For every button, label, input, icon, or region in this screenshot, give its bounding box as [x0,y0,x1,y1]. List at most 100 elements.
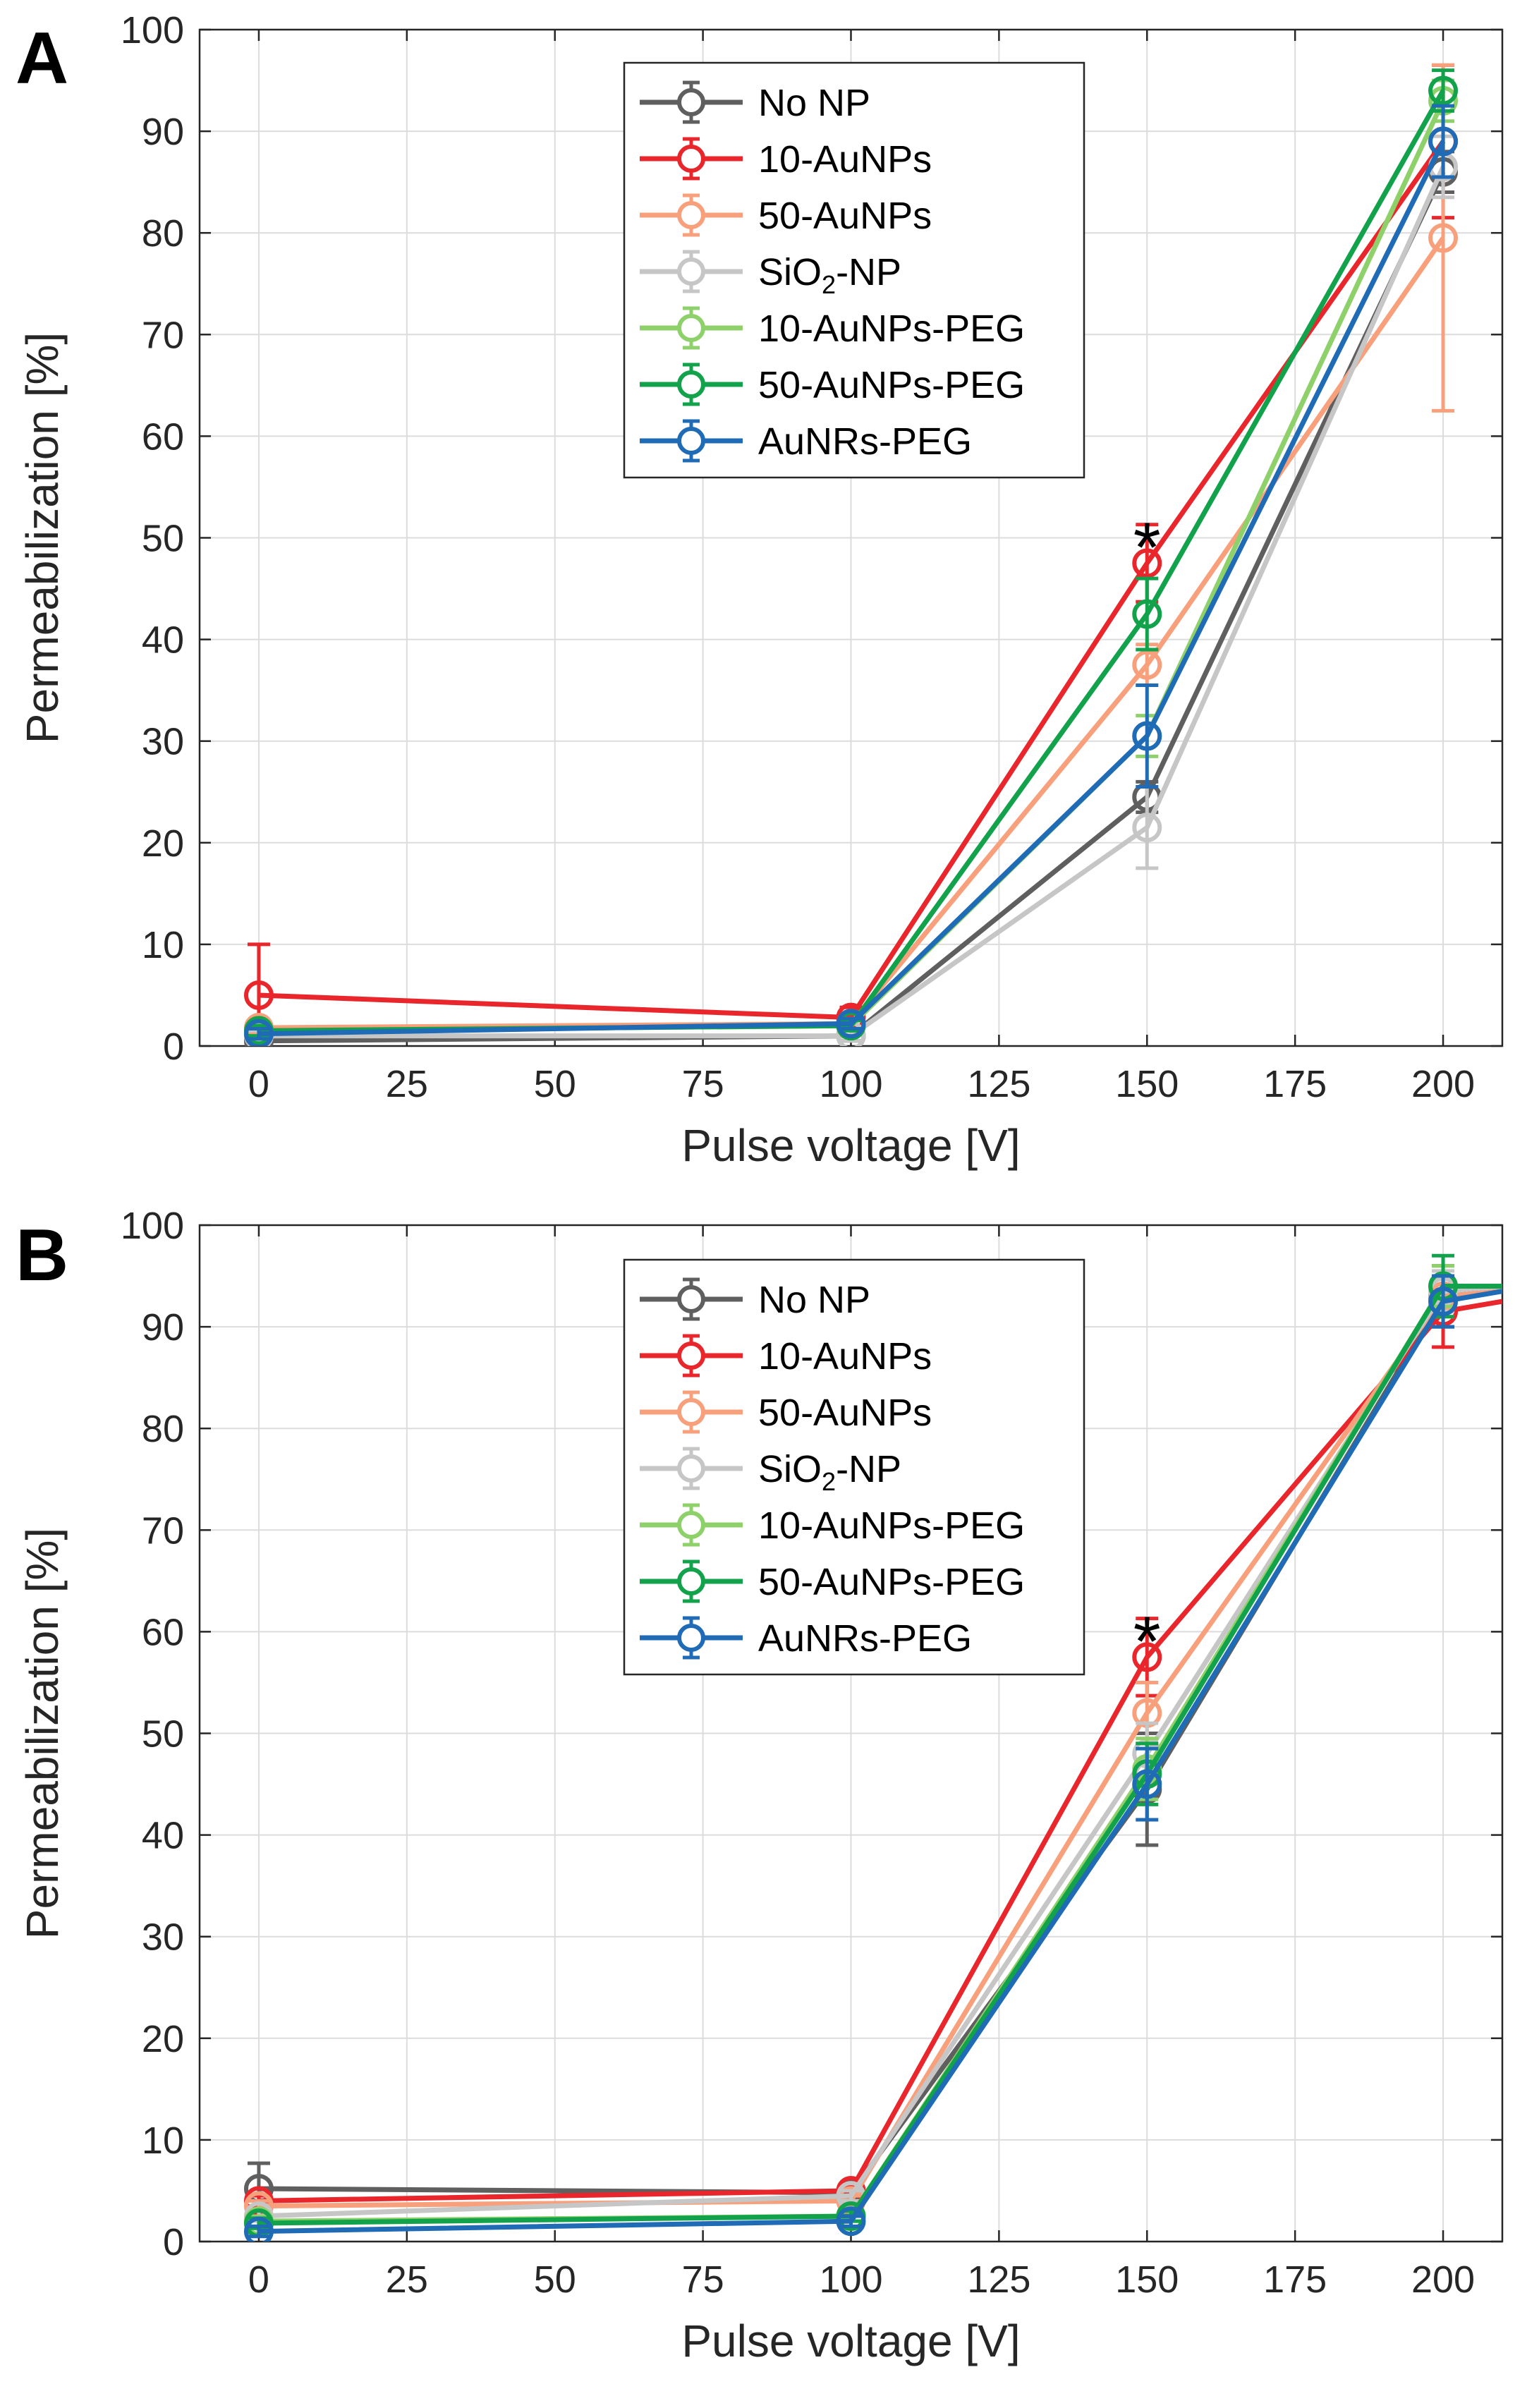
chart-panel-b: 0 10 20 30 40 50 60 70 80 90 100 0 25 50 75 100 125 150 17… [16,1205,1504,2366]
x-tick-label: 125 [967,2258,1030,2301]
legend-item: SiO2-NP [640,1447,901,1496]
legend-item: AuNRs-PEG [640,1616,972,1660]
legend-item: 50-AuNPs-PEG [640,363,1025,406]
legend-marker [677,1398,705,1426]
legend-label: AuNRs-PEG [758,1617,972,1660]
data-point [1132,1769,1162,1799]
legend-label: 10-AuNPs [758,138,932,181]
series-line [258,166,1446,1039]
legend-label: 50-AuNPs [758,195,932,237]
data-point [1132,650,1162,680]
data-point [1428,223,1459,253]
series-aunrs-peg [243,1274,1502,2242]
data-point [1132,813,1162,843]
y-axis-label: Permeabilization [%] [17,332,68,743]
data-point [1132,548,1162,578]
legend-marker [677,1624,705,1652]
x-tick-label: 100 [819,1063,882,1105]
legend-marker [677,314,705,342]
significance-star: * [1133,1602,1161,1681]
y-tick-label: 100 [121,9,184,51]
y-tick-label: 50 [142,518,184,560]
panel-label: A [16,18,68,99]
chart-panel-a: 0 10 20 30 40 50 60 70 80 90 100 0 25 50 75 100 125 150 17… [16,9,1504,1171]
legend-label: 10-AuNPs-PEG [758,1504,1025,1547]
y-axis-label: Permeabilization [%] [17,1528,68,1939]
data-point [1132,1642,1162,1672]
legend-marker [677,88,705,116]
legend-item: 10-AuNPs [640,137,932,181]
x-tick-label: 200 [1411,2258,1475,2301]
data-layer [243,63,1459,1046]
legend-item: No NP [640,1277,870,1321]
x-tick-label: 175 [1263,2258,1327,2301]
y-tick-label: 90 [142,111,184,153]
legend-label: AuNRs-PEG [758,420,972,463]
legend: No NP 10-AuNPs 50-AuNPs SiO2-NP 10-AuNPs-PEG… [623,1258,1085,1676]
x-tick-label: 75 [682,1063,724,1105]
y-tick-label: 60 [142,1611,184,1653]
data-layer [243,1253,1502,2242]
x-tick-label: 100 [819,2258,882,2301]
data-point [1428,75,1459,106]
legend-item: 10-AuNPs-PEG [640,1503,1025,1547]
x-tick-label: 25 [386,2258,428,2301]
x-tick-label: 200 [1411,1063,1475,1105]
y-tick-label: 50 [142,1713,184,1756]
legend-marker [677,370,705,399]
legend-label: 50-AuNPs [758,1392,932,1434]
legend-label: 50-AuNPs-PEG [758,1561,1025,1603]
legend-item: 50-AuNPs [640,193,932,237]
x-tick-label: 50 [534,2258,576,2301]
series-line [258,171,1446,1044]
legend-marker [677,1342,705,1370]
x-tick-label: 50 [534,1063,576,1105]
data-point [1132,599,1162,629]
legend-item: 10-AuNPs [640,1334,932,1378]
series-line [258,140,1446,1037]
y-tick-label: 20 [142,2018,184,2060]
x-tick-label: 150 [1115,1063,1179,1105]
y-tick-label: 40 [142,1815,184,1857]
legend-label: No NP [758,82,870,124]
y-tick-label: 70 [142,314,184,356]
y-tick-label: 100 [121,1205,184,1247]
y-tick-label: 70 [142,1509,184,1552]
x-tick-label: 0 [248,2258,269,2301]
x-tick-label: 25 [386,1063,428,1105]
data-point [243,2216,274,2242]
legend-marker [677,1454,705,1483]
x-axis-label: Pulse voltage [V] [681,1120,1020,1171]
legend-marker [677,201,705,229]
y-tick-label: 90 [142,1306,184,1349]
data-point [243,980,274,1010]
y-tick-label: 80 [142,1408,184,1450]
legend-item: No NP [640,80,870,124]
y-tick-label: 30 [142,721,184,763]
legend-item: 10-AuNPs-PEG [640,306,1025,350]
y-tick-label: 20 [142,822,184,865]
legend-item: 50-AuNPs [640,1390,932,1434]
y-tick-label: 60 [142,415,184,458]
data-point [836,2206,866,2237]
legend-label: 10-AuNPs-PEG [758,308,1025,350]
data-point [243,1018,274,1046]
legend-marker [677,1567,705,1595]
x-tick-label: 75 [682,2258,724,2301]
legend-marker [677,1285,705,1313]
y-tick-label: 40 [142,619,184,662]
x-axis-label: Pulse voltage [V] [681,2316,1020,2366]
legend: No NP10-AuNPs50-AuNPsSiO2-NP10-AuNPs-PEG… [623,61,1085,479]
y-tick-label: 10 [142,924,184,966]
y-tick-label: 30 [142,1916,184,1959]
y-tick-label: 0 [163,1026,184,1068]
panel-label: B [16,1215,68,1296]
data-point [836,1009,866,1039]
legend-marker [677,145,705,173]
data-point [1428,126,1459,157]
legend-marker [677,257,705,286]
x-tick-label: 0 [248,1063,269,1105]
x-tick-label: 175 [1263,1063,1327,1105]
y-tick-label: 10 [142,2120,184,2162]
